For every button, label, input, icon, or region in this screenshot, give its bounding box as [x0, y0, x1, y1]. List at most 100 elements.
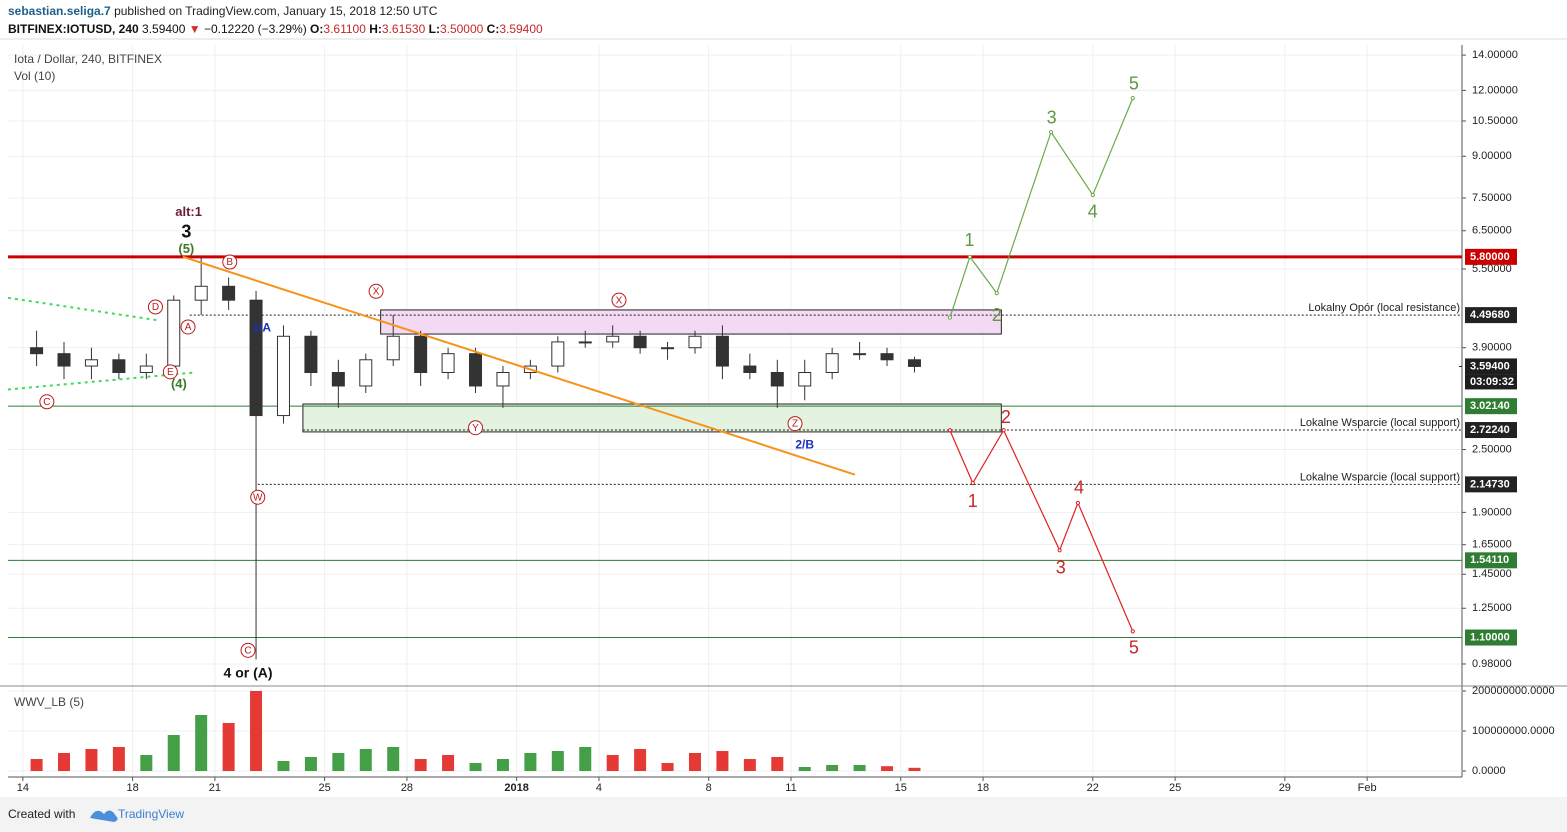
candle-body: [57, 353, 71, 367]
trend-line: [182, 255, 856, 476]
wwv-bar: [195, 715, 208, 771]
wwv-bar: [140, 755, 153, 771]
wave-label: 5: [1129, 637, 1139, 657]
candle-body: [880, 353, 894, 361]
candle-body: [249, 299, 263, 417]
wwv-bar: [332, 753, 345, 771]
x-tick-label: 21: [209, 782, 221, 794]
level-badge-bg: [1465, 422, 1517, 439]
candle-body: [853, 353, 867, 356]
x-tick-label: 25: [319, 782, 331, 794]
projection-path: [949, 97, 1134, 318]
level-text: Lokalny Opór (local resistance): [1308, 302, 1460, 314]
wwv-bar: [798, 767, 811, 771]
wave-label: 4: [1088, 201, 1098, 221]
wwv-bar: [442, 755, 455, 771]
candle-body: [30, 347, 44, 355]
header-line1: sebastian.seliga.7 published on TradingV…: [8, 4, 438, 18]
candle-body: [441, 353, 455, 373]
wave-circle: [250, 489, 266, 505]
wave-label: 2: [992, 305, 1002, 325]
candle-body: [907, 359, 921, 367]
header-part: ▼: [189, 22, 201, 36]
x-tick-label: 11: [785, 782, 796, 794]
y-tick-label: 10.50000: [1472, 115, 1518, 127]
wwv-bar: [112, 747, 125, 771]
zone-box: [380, 309, 1002, 335]
projection-point: [1057, 548, 1062, 553]
header-part: published on TradingView.com, January 15…: [111, 4, 438, 18]
y-tick-label: 1.45000: [1472, 568, 1512, 580]
legend-text: Vol (10): [14, 69, 55, 83]
wave-label: C: [244, 646, 251, 657]
wave-circle: [180, 319, 196, 335]
projection-point: [1075, 500, 1081, 506]
projection-point: [1090, 192, 1095, 198]
candle-body: [469, 353, 483, 387]
x-tick-label: 2018: [504, 782, 528, 794]
wwv-bar: [634, 749, 647, 771]
y-tick-label: 1.25000: [1472, 602, 1512, 614]
wwv-bar: [579, 747, 592, 771]
wave-label: C: [43, 397, 50, 408]
level-badge-bg: [1465, 552, 1517, 569]
projection-point: [1048, 130, 1054, 135]
y-tick-label: 1.90000: [1472, 506, 1512, 518]
header-part: L:: [429, 22, 440, 36]
last-price-badge: 3.59400: [1470, 360, 1510, 372]
level-badge-bg: [1465, 248, 1517, 265]
header-part: C:: [487, 22, 500, 36]
wave-circle: [162, 364, 178, 380]
candle-body: [578, 341, 592, 344]
wwv-bar: [58, 753, 71, 771]
wwv-bar: [30, 759, 43, 771]
wwv-bar: [250, 691, 263, 771]
countdown: 03:09:32: [1470, 376, 1514, 388]
x-tick-label: 29: [1279, 782, 1291, 794]
wave-label: 2/B: [795, 438, 814, 452]
y-tick-label: 5.50000: [1472, 263, 1512, 275]
header-part: 3.59400: [139, 22, 189, 36]
wwv-bar: [387, 747, 400, 771]
wave-label: 5: [1129, 73, 1139, 93]
wave-label: 1/A: [252, 321, 271, 335]
header-part: BITFINEX:IOTUSD, 240: [8, 22, 139, 36]
candle-body: [84, 359, 98, 367]
trend-line: [7, 296, 161, 322]
wave-circle: [39, 394, 55, 410]
wave-label: Z: [792, 419, 798, 430]
footer-bar: [0, 797, 1567, 832]
wwv-title: WWV_LB (5): [14, 695, 84, 709]
y-tick-label: 2.50000: [1472, 443, 1512, 455]
wwv-bar: [688, 753, 701, 771]
wwv-bar: [661, 763, 674, 771]
footer-created: Created with: [8, 807, 75, 821]
header-part: O:: [310, 22, 323, 36]
wwv-bar: [771, 757, 784, 771]
wwv-bar: [716, 751, 729, 771]
wave-label: (5): [178, 241, 194, 256]
footer-brand[interactable]: TradingView: [118, 807, 184, 821]
candle-body: [112, 359, 126, 373]
candle-body: [167, 299, 181, 367]
wave-label: 4 or (A): [224, 665, 273, 681]
x-tick-label: 28: [401, 782, 413, 794]
wave-label: A: [185, 322, 192, 333]
projection-point: [1001, 428, 1006, 433]
level-badge: 4.49680: [1470, 309, 1510, 321]
level-badge: 3.02140: [1470, 400, 1510, 412]
wave-circle: [222, 254, 238, 270]
y-tick-label: 1.65000: [1472, 539, 1512, 551]
candle-body: [825, 353, 839, 373]
projection-point: [1130, 629, 1135, 634]
wwv-tick-label: 200000000.0000: [1472, 685, 1555, 697]
wwv-tick-label: 0.0000: [1472, 765, 1506, 777]
wave-circle: [240, 642, 256, 658]
wave-circle: [468, 420, 484, 436]
level-text: Lokalne Wsparcie (local support): [1300, 471, 1460, 483]
level-badge-bg: [1465, 629, 1517, 646]
wave-circle: [368, 283, 384, 299]
wave-circle: [147, 299, 163, 315]
level-badge: 1.10000: [1470, 631, 1510, 643]
